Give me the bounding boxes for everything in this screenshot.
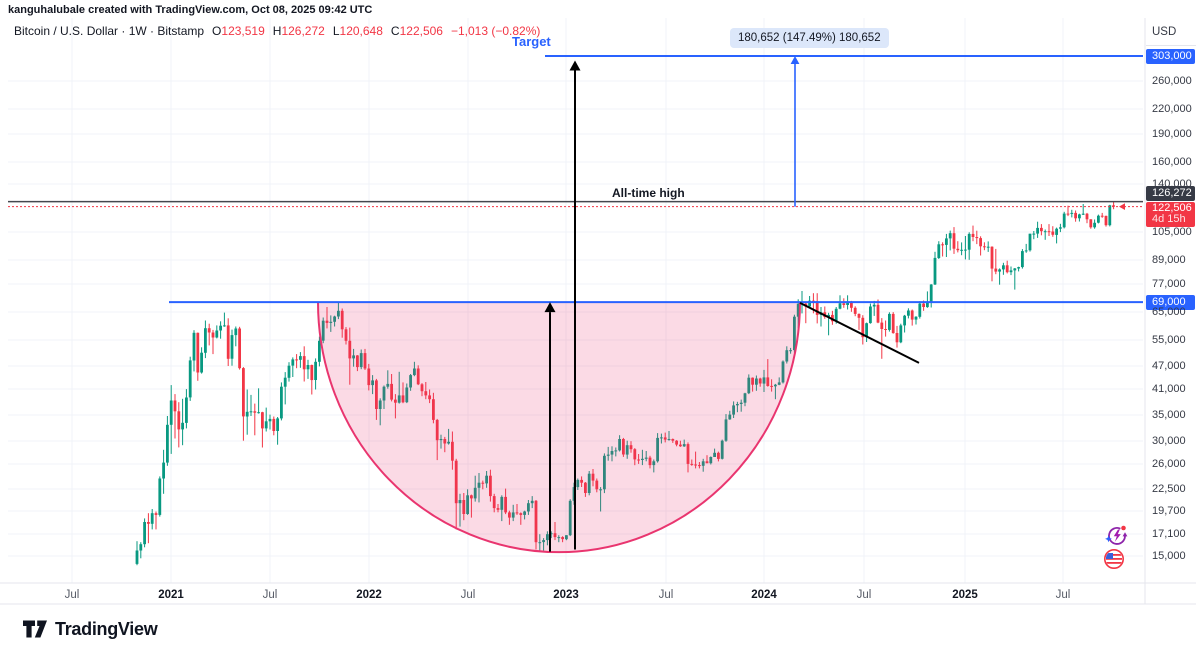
time-tick-label: Jul <box>262 589 278 601</box>
price-tick-label: 105,000 <box>1152 226 1192 238</box>
price-tick-label: 77,000 <box>1152 278 1186 290</box>
us-flag-event-icon[interactable] <box>1102 547 1126 571</box>
ohlc-close: C122,506 <box>390 24 443 38</box>
symbol-title: Bitcoin / U.S. Dollar · 1W · Bitstamp <box>14 24 205 38</box>
ohlc-high: H126,272 <box>272 24 325 38</box>
time-tick-label: Jul <box>856 589 872 601</box>
price-tick-label: 15,000 <box>1152 550 1186 562</box>
price-tick-label: 190,000 <box>1152 128 1192 140</box>
price-tick-label: 55,000 <box>1152 334 1186 346</box>
time-tick-label: 2024 <box>751 589 777 601</box>
price-axis-currency-label[interactable]: USD <box>1146 18 1196 46</box>
price-tick-label: 220,000 <box>1152 103 1192 115</box>
all-time-high-label[interactable]: All-time high <box>612 186 685 200</box>
price-tick-label: 41,000 <box>1152 383 1186 395</box>
symbol-legend[interactable]: Bitcoin / U.S. Dollar · 1W · Bitstamp O1… <box>14 24 540 38</box>
tradingview-logo[interactable]: TradingView <box>22 618 158 640</box>
tradingview-logo-mark <box>23 620 47 638</box>
price-change: −1,013 (−0.82%) <box>450 24 541 38</box>
price-tick-label: 89,000 <box>1152 254 1186 266</box>
price-tick-label: 260,000 <box>1152 75 1192 87</box>
price-tick-label: 47,000 <box>1152 360 1186 372</box>
price-badge-dark: 126,272 <box>1146 186 1195 201</box>
time-tick-label: 2025 <box>952 589 978 601</box>
time-tick-label: 2021 <box>158 589 184 601</box>
tradingview-logo-text: TradingView <box>55 618 158 639</box>
time-tick-label: 2022 <box>356 589 382 601</box>
time-tick-label: Jul <box>64 589 80 601</box>
price-tick-label: 22,500 <box>1152 483 1186 495</box>
price-badge-blue: 69,000 <box>1146 295 1195 310</box>
attribution-text: kanguhalubale created with TradingView.c… <box>8 4 373 16</box>
time-tick-label: Jul <box>460 589 476 601</box>
target-annotation-label[interactable]: Target <box>512 34 551 49</box>
ohlc-open: O123,519 <box>212 24 265 38</box>
time-tick-label: Jul <box>1055 589 1071 601</box>
price-range-measure-badge[interactable]: 180,652 (147.49%) 180,652 <box>730 28 889 48</box>
time-tick-label: Jul <box>658 589 674 601</box>
price-tick-label: 26,000 <box>1152 458 1186 470</box>
time-tick-label: 2023 <box>553 589 579 601</box>
price-tick-label: 17,100 <box>1152 528 1186 540</box>
price-tick-label: 30,000 <box>1152 435 1186 447</box>
price-tick-label: 35,000 <box>1152 409 1186 421</box>
ai-refresh-bolt-icon[interactable] <box>1104 523 1130 549</box>
price-tick-label: 65,000 <box>1152 306 1186 318</box>
ohlc-low: L120,648 <box>332 24 383 38</box>
price-tick-label: 19,700 <box>1152 505 1186 517</box>
price-badge-blue: 303,000 <box>1146 49 1195 64</box>
price-badge-red: 122,506 4d 15h <box>1146 202 1195 227</box>
price-tick-label: 160,000 <box>1152 156 1192 168</box>
